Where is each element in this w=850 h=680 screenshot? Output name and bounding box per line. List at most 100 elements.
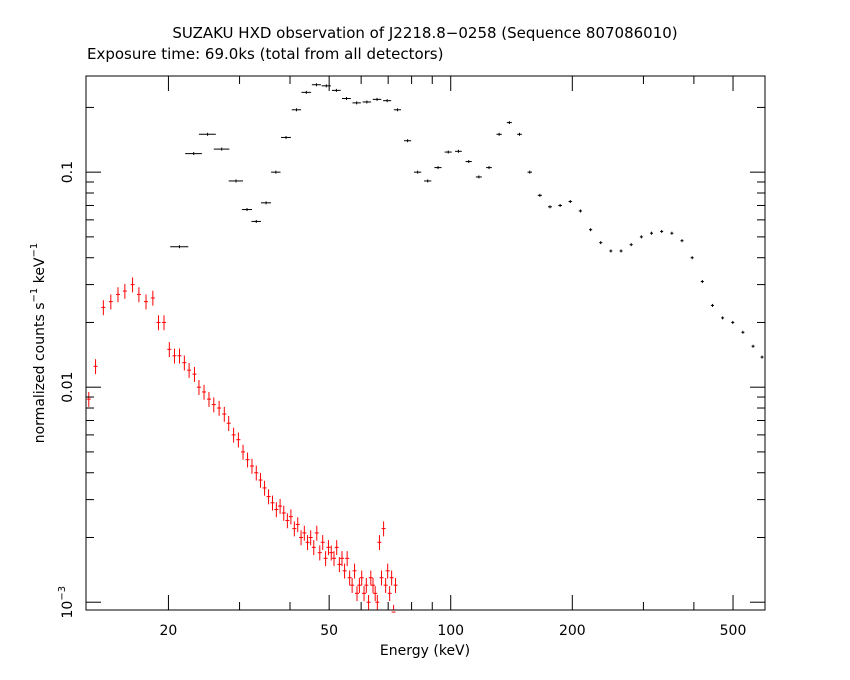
x-tick-label: 200: [559, 623, 586, 639]
x-axis-label: Energy (keV): [380, 643, 470, 659]
data-point: [364, 577, 369, 593]
data-point: [217, 400, 222, 416]
data-point: [444, 150, 452, 154]
data-point: [354, 586, 359, 602]
data-point: [254, 465, 259, 481]
data-point: [629, 243, 633, 247]
data-point: [311, 540, 316, 556]
y-tick-label: 0.1: [60, 161, 76, 183]
data-point: [391, 604, 396, 613]
data-point: [475, 175, 482, 179]
data-point: [161, 315, 166, 331]
x-tick-label: 50: [320, 623, 338, 639]
data-point: [670, 231, 674, 235]
data-point: [680, 239, 684, 243]
data-point: [558, 203, 563, 207]
x-tick-label: 20: [160, 623, 178, 639]
data-point: [291, 108, 302, 112]
data-point: [496, 132, 502, 136]
data-point: [368, 570, 373, 586]
data-point: [202, 384, 207, 400]
data-point: [260, 201, 272, 205]
data-point: [274, 502, 279, 518]
data-point: [506, 121, 512, 125]
chart-title: SUZAKU HXD observation of J2218.8−0258 (…: [172, 24, 677, 42]
data-point: [292, 521, 297, 537]
data-point: [345, 551, 350, 567]
data-point: [383, 99, 392, 103]
data-point: [302, 525, 307, 541]
y-axis-label-mid: keV: [32, 257, 48, 288]
y-axis-label: normalized counts s−1 keV−1: [29, 243, 48, 444]
data-point: [320, 535, 325, 551]
data-point: [245, 452, 250, 468]
data-point: [136, 287, 141, 303]
data-point: [357, 577, 362, 593]
data-point: [317, 545, 322, 561]
data-point: [465, 160, 472, 164]
data-point: [266, 489, 271, 505]
data-point: [340, 551, 345, 567]
data-point: [206, 391, 211, 407]
chart-subtitle: Exposure time: 69.0ks (total from all de…: [87, 45, 443, 63]
data-point: [299, 530, 304, 546]
data-point: [403, 139, 412, 143]
data-point: [301, 90, 312, 94]
data-point: [741, 330, 745, 334]
data-point: [192, 366, 197, 382]
data-point: [342, 563, 347, 579]
data-point: [288, 509, 293, 525]
data-point: [650, 231, 654, 235]
y-tick-label: 10−3: [57, 586, 76, 619]
data-point: [182, 355, 187, 371]
data-point: [372, 97, 382, 101]
data-point: [393, 108, 401, 112]
series-2: [86, 277, 398, 613]
data-point: [578, 209, 583, 213]
data-point: [226, 416, 231, 431]
data-point: [281, 135, 291, 139]
data-point: [568, 200, 573, 204]
data-point: [377, 535, 382, 551]
x-tick-label: 500: [720, 623, 747, 639]
data-point: [359, 570, 364, 586]
data-point: [156, 315, 161, 331]
data-point: [690, 256, 694, 260]
data-point: [270, 495, 275, 511]
data-point: [285, 513, 290, 529]
data-point: [385, 563, 390, 579]
data-point: [389, 570, 394, 586]
data-point: [295, 517, 300, 533]
data-point: [172, 348, 177, 364]
data-point: [93, 359, 98, 375]
data-point: [101, 300, 106, 316]
data-point: [455, 149, 462, 153]
data-point: [352, 101, 361, 105]
data-point: [196, 379, 201, 395]
data-point: [115, 287, 120, 303]
data-point: [619, 249, 623, 253]
data-point: [198, 132, 216, 136]
data-point: [185, 152, 202, 156]
y-axis-label-main: normalized counts s: [32, 302, 48, 443]
data-point: [537, 193, 542, 197]
y-axis-label-exp1: −1: [29, 288, 40, 303]
data-point: [231, 427, 236, 443]
data-point: [760, 355, 764, 359]
data-point: [122, 283, 127, 299]
data-point: [393, 577, 398, 593]
data-point: [381, 521, 386, 537]
data-point: [262, 480, 267, 496]
data-point: [375, 595, 380, 610]
data-point: [383, 577, 388, 593]
data-point: [334, 540, 339, 556]
data-point: [700, 280, 704, 284]
data-point: [222, 406, 227, 422]
data-point: [326, 540, 331, 556]
data-point: [329, 545, 334, 561]
data-point: [177, 348, 182, 364]
data-point: [281, 505, 286, 521]
data-point: [362, 586, 367, 602]
data-point: [251, 219, 261, 223]
data-point: [331, 551, 336, 567]
